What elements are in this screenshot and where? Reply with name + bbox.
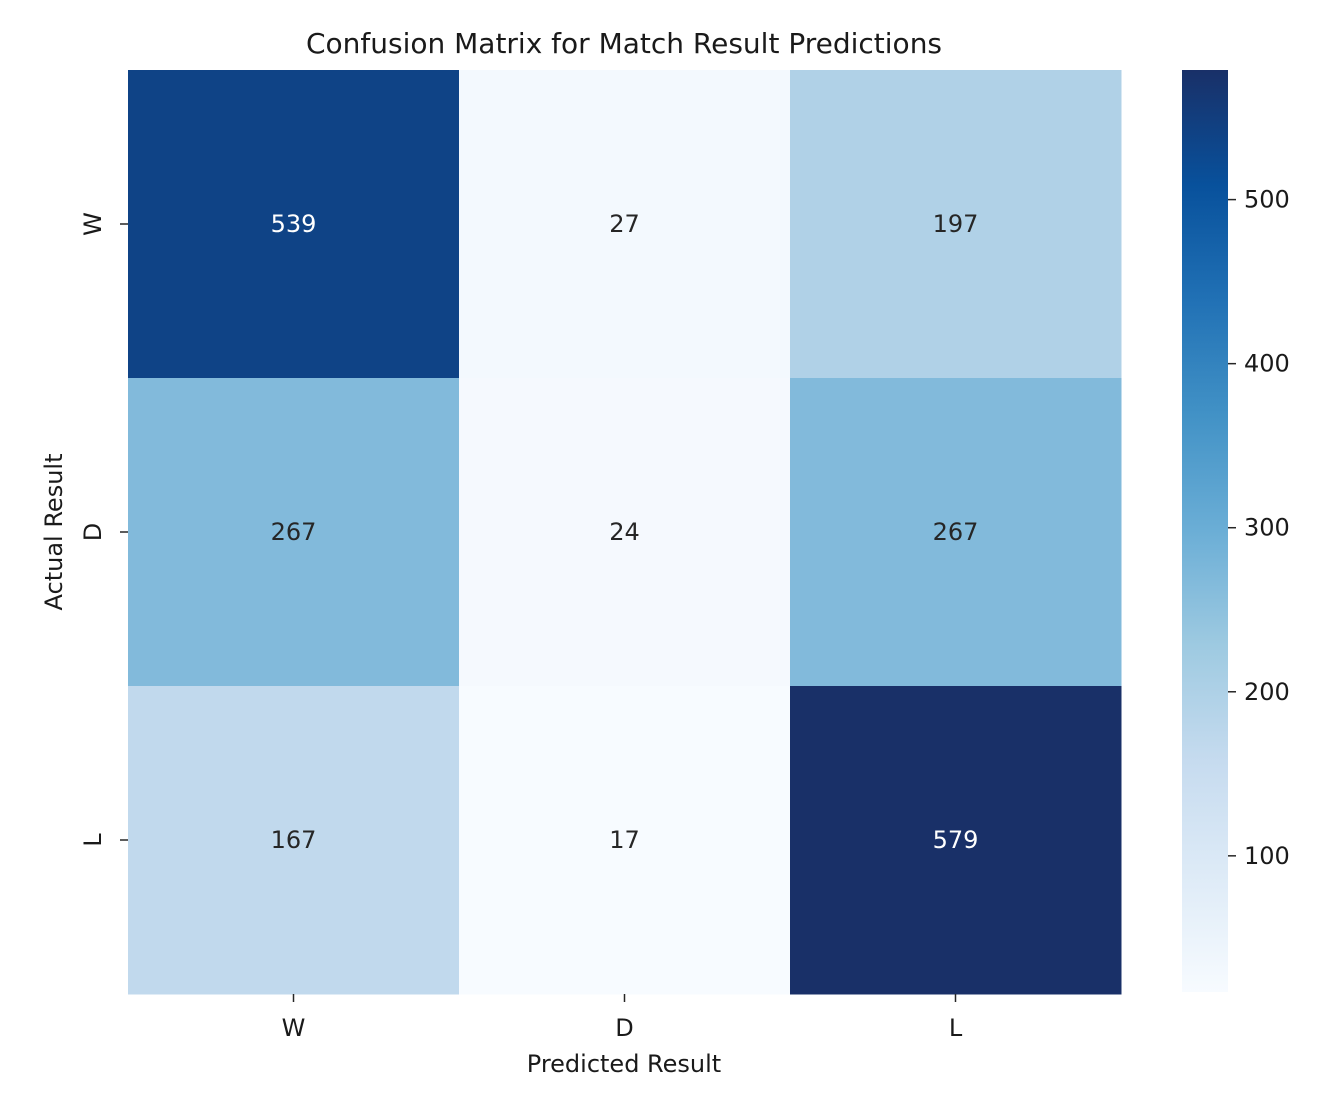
cell-value-label: 267 xyxy=(933,518,979,546)
x-axis-label: Predicted Result xyxy=(527,1050,721,1078)
heatmap-cell xyxy=(790,378,1122,687)
heatmap-cells xyxy=(128,70,1122,995)
colorbar-tick-label: 200 xyxy=(1244,678,1290,706)
heatmap-cell xyxy=(790,70,1122,379)
cell-value-label: 539 xyxy=(271,210,317,238)
heatmap-cell xyxy=(459,70,791,379)
colorbar-tick-label: 300 xyxy=(1244,514,1290,542)
cell-value-label: 579 xyxy=(933,826,979,854)
x-tick-label: D xyxy=(615,1014,633,1042)
y-tick-label: D xyxy=(79,523,107,541)
x-tick-label: L xyxy=(949,1014,963,1042)
cell-value-label: 24 xyxy=(609,518,640,546)
heatmap-cell xyxy=(128,686,460,995)
y-axis-label: Actual Result xyxy=(40,454,68,611)
colorbar-tick-label: 500 xyxy=(1244,186,1290,214)
heatmap-cell xyxy=(459,378,791,687)
y-tick-label: L xyxy=(79,833,107,847)
heatmap-cell xyxy=(790,686,1122,995)
chart-title: Confusion Matrix for Match Result Predic… xyxy=(306,27,942,60)
cell-value-label: 27 xyxy=(609,210,640,238)
heatmap-cell xyxy=(459,686,791,995)
heatmap-cell xyxy=(128,70,460,379)
colorbar-tick-label: 400 xyxy=(1244,350,1290,378)
colorbar-ticks: 100 200 300 400 500 xyxy=(1228,186,1290,870)
cell-value-label: 17 xyxy=(609,826,640,854)
heatmap-cell xyxy=(128,378,460,687)
colorbar xyxy=(1182,70,1228,992)
cell-value-label: 267 xyxy=(271,518,317,546)
y-axis-ticks: W D L xyxy=(79,212,128,847)
cell-value-label: 167 xyxy=(271,826,317,854)
y-tick-label: W xyxy=(79,212,107,236)
cell-value-label: 197 xyxy=(933,210,979,238)
heatmap-cell-labels: 539 27 197 267 24 267 167 17 579 xyxy=(271,210,979,854)
x-tick-label: W xyxy=(282,1014,306,1042)
colorbar-tick-label: 100 xyxy=(1244,842,1290,870)
